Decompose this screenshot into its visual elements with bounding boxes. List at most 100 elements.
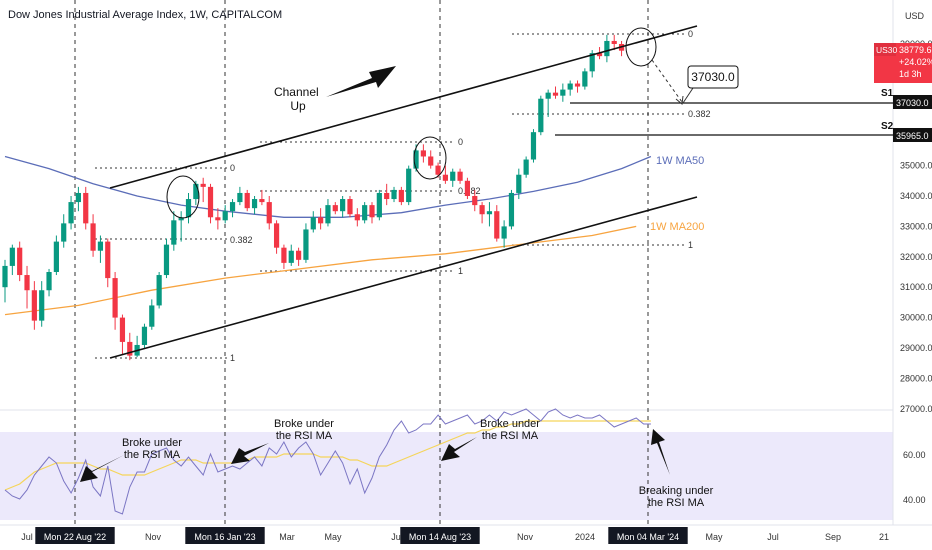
candle-44 — [325, 199, 331, 227]
candle-body-23 — [171, 220, 177, 245]
candle-body-66 — [486, 211, 493, 215]
channel-up-line2: Up — [290, 99, 306, 113]
candle-body-25 — [185, 199, 192, 218]
time-axis-label: Mon 04 Mar '24 — [617, 532, 679, 542]
rsi-note-line: the RSI MA — [648, 497, 705, 509]
time-axis-label: Mar — [279, 532, 295, 542]
candle-50 — [369, 202, 375, 224]
rsi-note-line: the RSI MA — [482, 430, 539, 442]
candle-body-0 — [2, 265, 8, 288]
channel-upper-line — [109, 25, 698, 189]
candle-23 — [171, 211, 177, 251]
candle-body-32 — [237, 192, 243, 203]
candle-body-82 — [604, 40, 610, 57]
candle-body-57 — [420, 150, 426, 157]
candle-body-68 — [501, 226, 507, 239]
fib3-label-1: 1 — [688, 240, 693, 250]
fib-set-1: 0 0.382 1 — [95, 163, 253, 363]
candle-30 — [222, 205, 228, 224]
time-axis-label: Mon 22 Aug '22 — [44, 532, 106, 542]
top-circle-3 — [625, 27, 657, 67]
rsi-line — [4, 408, 651, 515]
rsi-note-line: the RSI MA — [276, 430, 333, 442]
candle-body-74 — [545, 92, 551, 99]
time-axis-highlight — [608, 527, 688, 544]
candle-3 — [24, 265, 30, 309]
candle-body-12 — [90, 223, 96, 251]
candle-48 — [354, 208, 360, 227]
candle-body-6 — [46, 272, 52, 291]
candle-body-80 — [589, 53, 595, 72]
rsi-arrow-4 — [651, 429, 670, 475]
candle-body-40 — [296, 250, 302, 260]
candle-70 — [516, 168, 522, 200]
fib3-label-0382: 0.382 — [688, 109, 711, 119]
time-axis-label: 2024 — [575, 532, 595, 542]
candle-51 — [376, 189, 382, 221]
rsi-arrow-2 — [231, 443, 269, 464]
candle-body-45 — [332, 205, 338, 212]
candle-body-81 — [596, 53, 603, 57]
candle-body-4 — [31, 290, 37, 321]
candle-body-2 — [17, 247, 23, 276]
candle-body-78 — [574, 83, 581, 87]
candle-body-58 — [428, 156, 434, 166]
price-scale-label: 34000.0 — [900, 191, 932, 201]
candle-82 — [604, 34, 610, 63]
time-axis-label: 21 — [879, 532, 889, 542]
fib-set-3: 0 0.382 1 — [512, 29, 711, 250]
candle-body-50 — [369, 205, 375, 218]
time-axis[interactable]: Jul Mon 22 Aug '22 Nov Mon 16 Jan '23 Mar May… — [21, 527, 889, 544]
candle-2 — [17, 241, 23, 282]
rsi-ma-line — [4, 420, 651, 491]
candle-72 — [530, 129, 537, 163]
price-badge-symbol: US30 — [876, 45, 898, 55]
candle-34 — [251, 196, 258, 215]
candle-body-76 — [560, 89, 566, 96]
candle-36 — [266, 196, 272, 230]
candle-58 — [428, 150, 434, 169]
candle-0 — [2, 259, 8, 303]
rsi-note-line: Broke under — [122, 437, 182, 449]
candle-69 — [508, 189, 515, 230]
candle-43 — [318, 208, 324, 230]
candle-body-10 — [75, 192, 81, 203]
candle-body-69 — [508, 192, 515, 227]
candle-53 — [391, 186, 397, 203]
candle-body-36 — [266, 202, 272, 224]
candle-body-35 — [259, 199, 265, 203]
candle-body-1 — [9, 247, 15, 266]
candle-29 — [215, 208, 221, 230]
candle-body-43 — [318, 217, 324, 224]
candle-68 — [501, 220, 507, 248]
candle-54 — [398, 186, 404, 206]
candle-body-15 — [112, 278, 118, 318]
candle-62 — [457, 168, 463, 184]
candle-body-52 — [384, 192, 390, 200]
projection-arrowhead — [675, 95, 684, 105]
target-box-label: 37030.0 — [691, 70, 735, 84]
candle-body-26 — [193, 183, 199, 200]
target-box — [687, 65, 739, 89]
candle-24 — [178, 211, 184, 242]
candle-66 — [486, 202, 493, 227]
s2-label: S2 — [881, 121, 894, 132]
price-scale-label: 31000.0 — [900, 282, 932, 292]
candle-body-70 — [516, 174, 522, 193]
s1-label: S1 — [881, 88, 894, 99]
candle-37 — [273, 220, 280, 254]
candle-body-37 — [273, 223, 280, 248]
candle-17 — [127, 332, 133, 361]
price-scale-label: 27000.0 — [900, 404, 932, 414]
candle-body-65 — [479, 205, 485, 215]
candle-body-72 — [530, 132, 537, 160]
candle-body-44 — [325, 205, 331, 224]
candle-body-48 — [354, 214, 360, 221]
candle-7 — [53, 235, 59, 276]
candle-38 — [281, 244, 287, 269]
candle-35 — [259, 189, 265, 206]
candle-body-56 — [413, 150, 419, 169]
candle-19 — [141, 323, 148, 348]
